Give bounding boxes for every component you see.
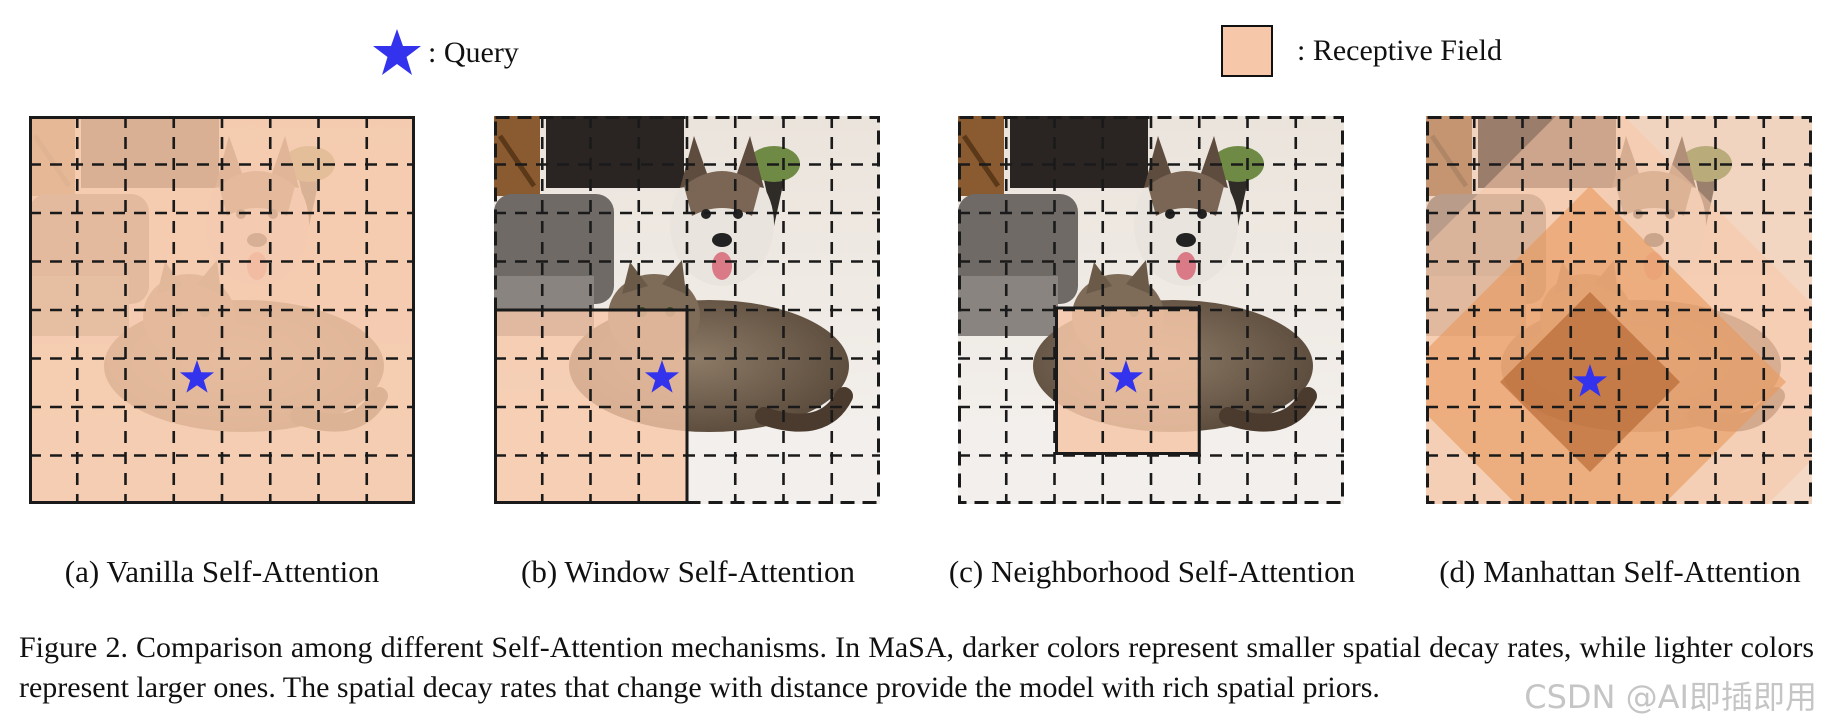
query-star-icon	[644, 360, 680, 393]
legend-receptive-field-label: : Receptive Field	[1297, 34, 1502, 67]
caption-neighborhood: (c) Neighborhood Self-Attention	[948, 554, 1356, 589]
panel-illustration	[494, 116, 880, 504]
panel-illustration	[958, 116, 1344, 504]
caption-vanilla: (a) Vanilla Self-Attention	[64, 554, 380, 589]
panel-vanilla-self-attention	[29, 116, 415, 504]
legend-query-label: : Query	[428, 36, 519, 69]
panel-manhattan-self-attention	[1426, 116, 1812, 504]
neighborhood-border	[1055, 306, 1201, 455]
panel-illustration	[29, 116, 415, 504]
figure-caption: Figure 2. Comparison among different Sel…	[19, 631, 1814, 704]
panel-illustration	[1426, 116, 1812, 504]
receptive-field-swatch	[1221, 25, 1273, 77]
panel-neighborhood-self-attention	[958, 116, 1344, 504]
window-border	[494, 308, 689, 504]
dashed-grid	[29, 116, 415, 504]
watermark: CSDN @AI即插即用	[1524, 678, 1817, 716]
panel-window-self-attention	[494, 116, 880, 504]
star-icon	[373, 29, 421, 75]
caption-window: (b) Window Self-Attention	[521, 554, 855, 589]
legend-query: : Query	[372, 28, 519, 78]
query-star-icon	[179, 360, 215, 393]
dashed-grid	[1426, 116, 1812, 504]
query-star-icon	[1108, 360, 1144, 393]
legend-receptive-field: : Receptive Field	[1221, 25, 1502, 77]
caption-manhattan: (d) Manhattan Self-Attention	[1439, 554, 1801, 589]
query-star-icon	[1572, 364, 1608, 397]
